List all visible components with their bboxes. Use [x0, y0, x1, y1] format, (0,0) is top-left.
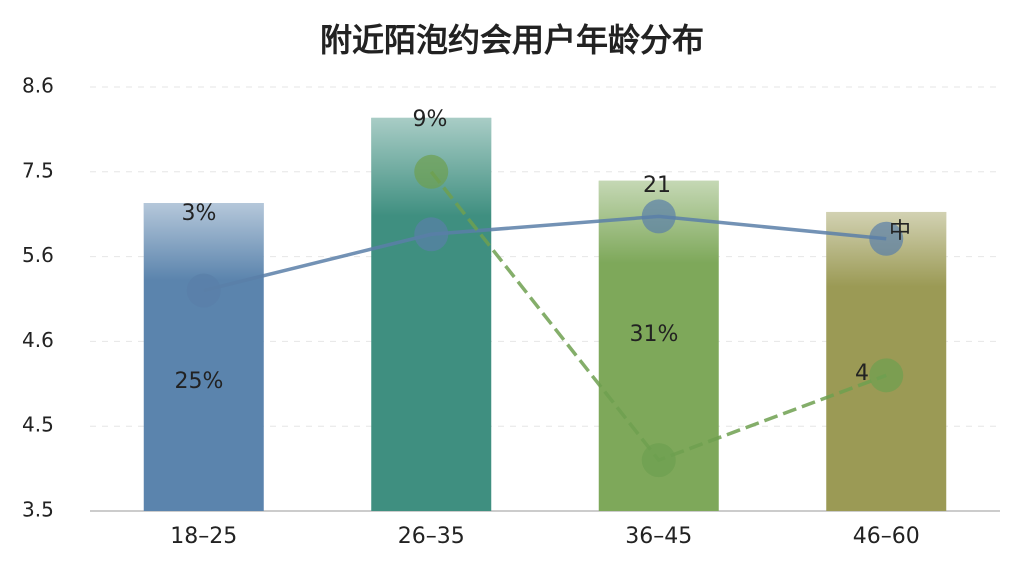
y-tick-label: 3.5	[22, 498, 54, 522]
y-tick-label: 8.6	[22, 74, 54, 98]
line	[203, 214, 887, 293]
y-tick-label: 5.6	[22, 243, 54, 267]
bar-highlight	[143, 203, 264, 511]
annotation: 25%	[175, 369, 224, 394]
x-tick-label: 18–25	[170, 524, 237, 549]
annotation: 3%	[182, 201, 217, 226]
x-tick-label: 26–35	[398, 524, 465, 549]
line-point	[869, 358, 904, 393]
x-tick-label: 36–45	[625, 524, 692, 549]
x-tick-label: 46–60	[853, 524, 920, 549]
annotation: 21	[643, 173, 671, 198]
y-tick-label: 4.5	[22, 413, 54, 437]
line-point	[414, 154, 449, 189]
chart-title: 附近陌泡约会用户年龄分布	[320, 21, 704, 59]
line-point	[641, 443, 676, 478]
line-point	[186, 273, 221, 308]
y-tick-label: 7.5	[22, 158, 54, 182]
annotation: 31%	[630, 322, 679, 347]
annotation: 9%	[413, 107, 448, 132]
annotation: 中	[889, 219, 911, 244]
line-point	[641, 199, 676, 234]
line-point	[869, 221, 904, 256]
y-tick-label: 4.6	[22, 328, 54, 352]
line-point	[414, 217, 449, 252]
annotation: 4	[855, 361, 869, 386]
